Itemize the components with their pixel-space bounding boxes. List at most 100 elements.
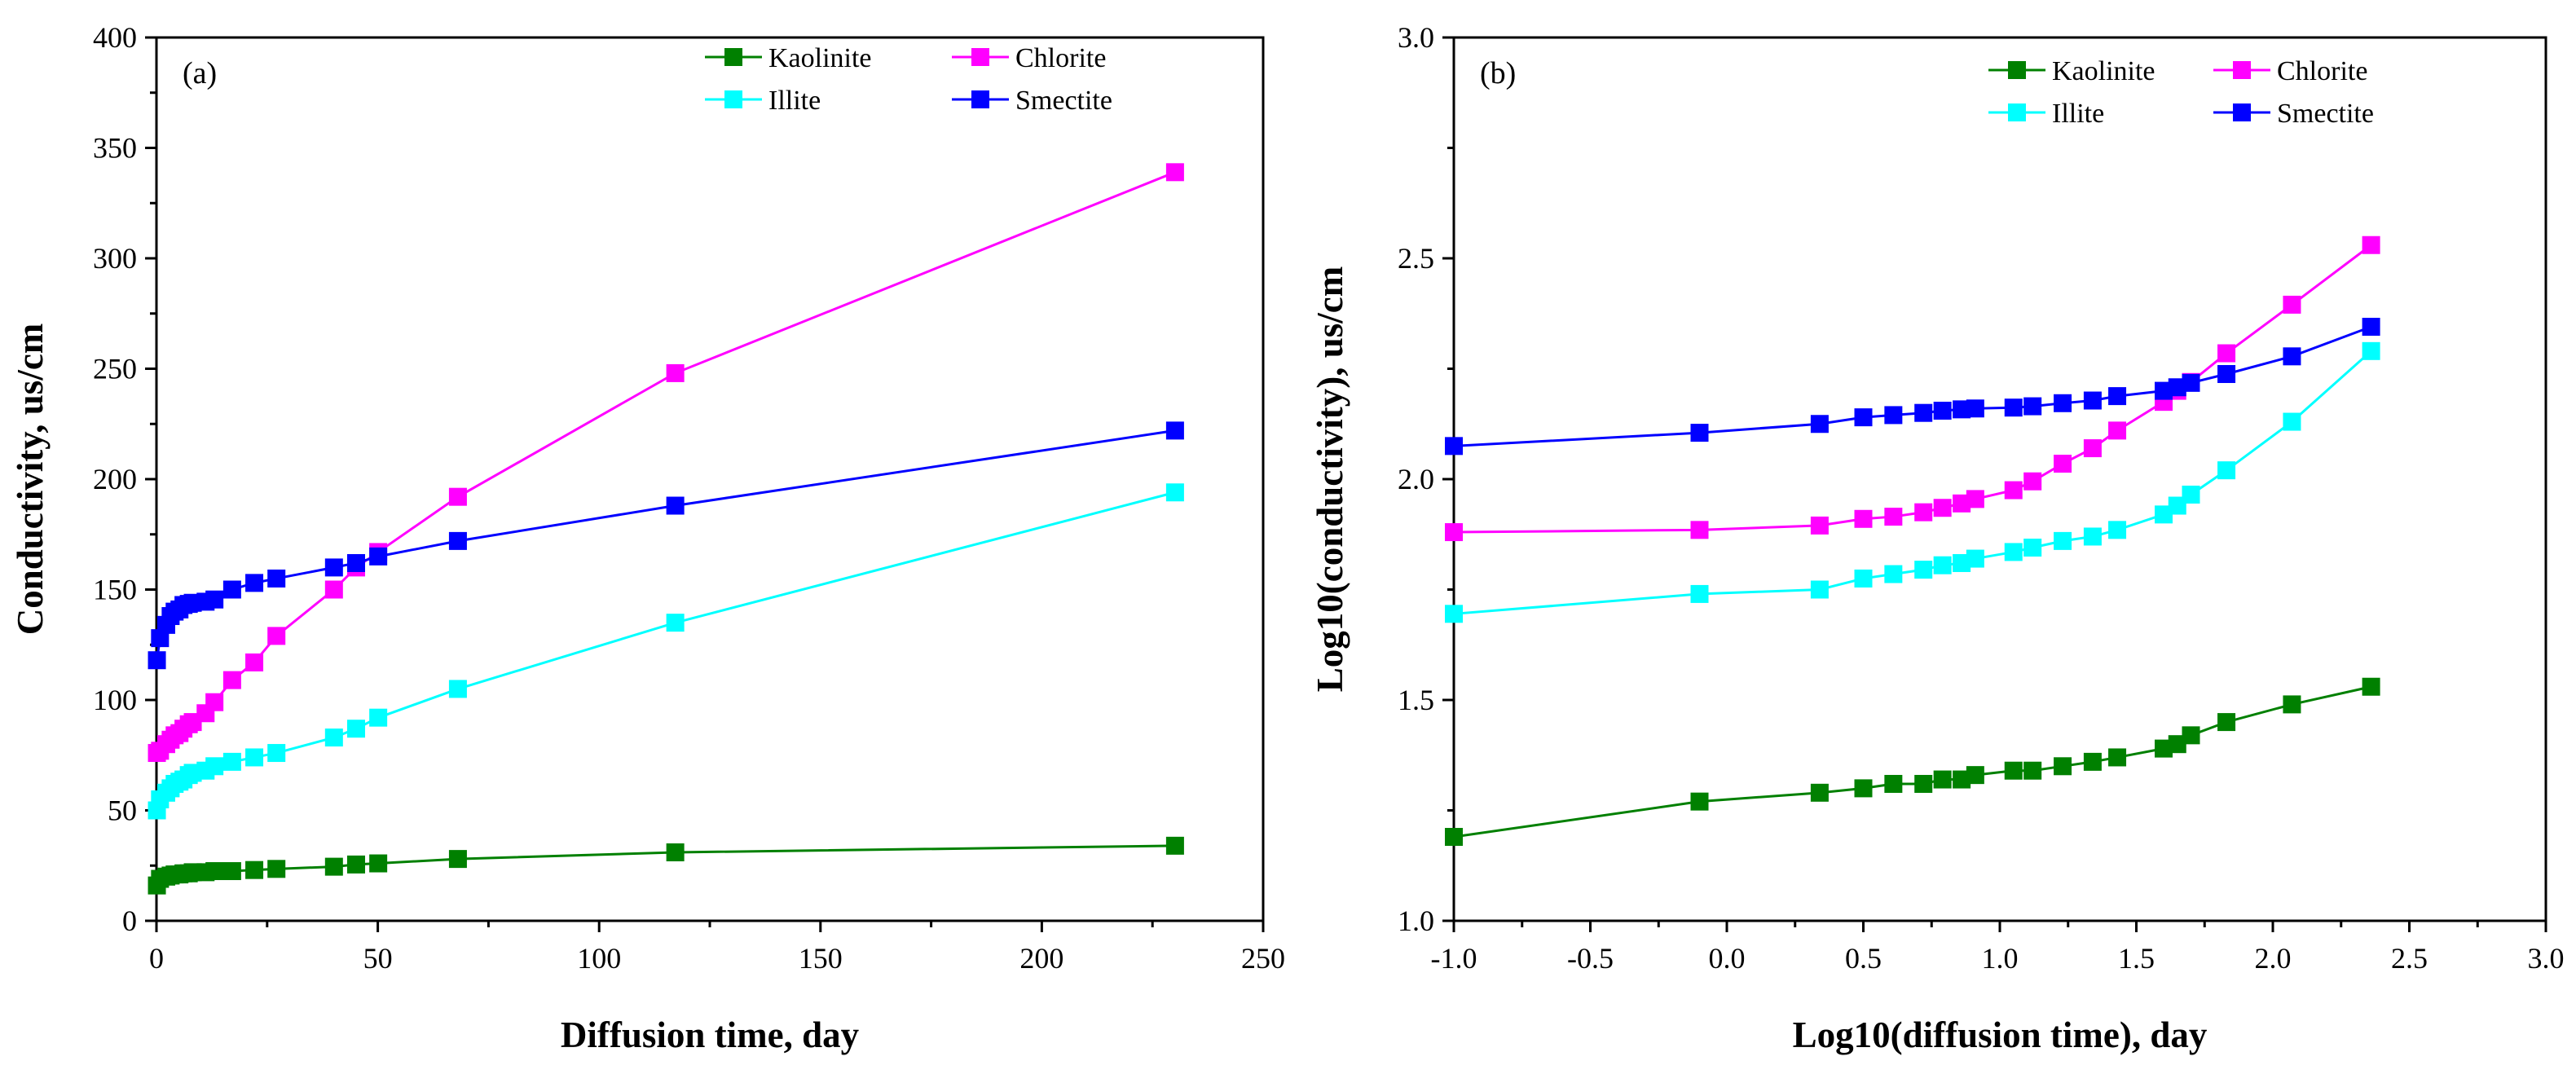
b-x-tick-label: -0.5	[1567, 942, 1614, 975]
panel-b-chart: -1.0 -0.5 0.0 0.5 1.0 1.5 2.0 2.5 3.0 1.0 1.5 2.0 2.…	[1310, 21, 2565, 1055]
b-point-chlorite	[1445, 523, 1463, 542]
a-point-smectite	[1165, 421, 1184, 440]
b-y-tick-label: 2.5	[1398, 242, 1434, 275]
b-point-illite	[2083, 527, 2102, 546]
b-y-axis-title: Log10(conductivity), us/cm	[1310, 266, 1350, 693]
b-point-smectite	[2054, 394, 2072, 412]
a-y-axis-title: Conductivity, us/cm	[10, 324, 51, 636]
a-point-kaolinite	[346, 855, 365, 874]
b-panel-label: (b)	[1480, 56, 1516, 90]
a-point-smectite	[148, 651, 166, 670]
b-point-kaolinite	[1690, 792, 1709, 811]
b-x-tick-label: -1.0	[1431, 942, 1477, 975]
a-series-kaolinite	[148, 836, 1184, 895]
a-x-tick-label: 150	[799, 942, 843, 975]
b-x-tick-label: 3.0	[2528, 942, 2565, 975]
a-point-kaolinite	[666, 843, 685, 861]
a-point-kaolinite	[448, 850, 467, 869]
b-y-tick-label: 1.0	[1398, 905, 1434, 937]
b-x-tick-label: 1.5	[2118, 942, 2155, 975]
a-point-kaolinite	[245, 861, 264, 879]
a-x-tick-label: 200	[1019, 942, 1063, 975]
a-point-chlorite	[245, 653, 264, 671]
a-legend-marker-smectite	[971, 90, 989, 108]
b-point-smectite	[2182, 373, 2200, 392]
b-point-illite	[1854, 569, 1873, 588]
a-point-kaolinite	[369, 854, 388, 873]
a-point-kaolinite	[324, 857, 343, 876]
b-point-illite	[1966, 549, 1984, 568]
a-legend-marker-illite	[724, 90, 742, 108]
a-point-illite	[267, 744, 286, 763]
b-x-tick-label: 2.0	[2255, 942, 2292, 975]
b-point-kaolinite	[2023, 761, 2042, 780]
b-y-tick-label: 3.0	[1398, 21, 1434, 54]
a-point-kaolinite	[267, 860, 286, 878]
a-legend: Kaolinite Chlorite Illite Smectite	[705, 43, 1112, 116]
b-point-illite	[2108, 521, 2127, 539]
a-legend-label-kaolinite: Kaolinite	[768, 43, 872, 73]
a-point-smectite	[205, 590, 224, 609]
a-point-chlorite	[666, 363, 685, 382]
b-point-chlorite	[1933, 499, 1952, 517]
a-point-smectite	[245, 574, 264, 592]
a-legend-marker-chlorite	[971, 48, 989, 66]
b-point-smectite	[1810, 415, 1829, 434]
b-point-illite	[1690, 584, 1709, 603]
b-point-smectite	[2283, 347, 2301, 366]
a-point-smectite	[666, 496, 685, 515]
b-series-illite	[1445, 341, 2380, 623]
a-point-chlorite	[324, 580, 343, 599]
b-x-tick-label: 0.5	[1845, 942, 1882, 975]
b-point-kaolinite	[1953, 770, 1971, 789]
a-y-tick-label: 100	[93, 684, 137, 716]
b-point-illite	[2054, 531, 2072, 550]
b-point-illite	[2283, 412, 2301, 431]
b-point-smectite	[2023, 397, 2042, 416]
b-point-kaolinite	[1884, 774, 1903, 793]
a-y-tick-label: 0	[122, 905, 137, 937]
a-x-tick-label: 100	[577, 942, 621, 975]
a-legend-marker-kaolinite	[724, 48, 742, 66]
b-line-illite	[1453, 350, 2372, 615]
b-line-kaolinite	[1453, 685, 2371, 839]
b-point-smectite	[1445, 437, 1463, 456]
b-series-smectite	[1445, 318, 2380, 456]
b-point-chlorite	[2083, 439, 2102, 458]
b-point-kaolinite	[2217, 713, 2236, 732]
a-legend-label-smectite: Smectite	[1015, 86, 1112, 116]
b-point-chlorite	[1690, 521, 1709, 539]
b-point-kaolinite	[2283, 695, 2301, 714]
b-point-smectite	[2004, 398, 2023, 417]
b-point-illite	[1933, 556, 1952, 574]
b-x-axis-title: Log10(diffusion time), day	[1793, 1015, 2208, 1055]
b-point-illite	[2362, 341, 2380, 360]
a-point-smectite	[222, 580, 241, 599]
a-point-illite	[369, 708, 388, 727]
b-point-smectite	[1914, 403, 1933, 422]
a-point-kaolinite	[222, 862, 241, 881]
a-point-smectite	[324, 558, 343, 577]
a-point-smectite	[369, 547, 388, 566]
b-legend-marker-illite	[2008, 103, 2026, 121]
b-x-tick-label: 2.5	[2391, 942, 2428, 975]
a-x-tick-label: 250	[1241, 942, 1285, 975]
b-point-kaolinite	[1966, 766, 1984, 785]
a-point-illite	[245, 748, 264, 767]
b-line-chlorite	[1453, 244, 2372, 534]
b-point-smectite	[1966, 399, 1984, 418]
b-point-illite	[2004, 543, 2023, 561]
b-point-illite	[1445, 605, 1463, 623]
a-point-illite	[346, 720, 365, 738]
a-legend-label-illite: Illite	[768, 86, 821, 116]
b-point-smectite	[1854, 408, 1873, 427]
b-y-tick-label: 1.5	[1398, 684, 1434, 716]
b-point-chlorite	[1953, 494, 1971, 513]
b-point-illite	[1884, 565, 1903, 583]
a-plot-frame	[155, 36, 1265, 922]
b-point-chlorite	[1914, 503, 1933, 522]
b-legend: Kaolinite Chlorite Illite Smectite	[1988, 56, 2374, 129]
b-point-illite	[1810, 580, 1829, 599]
a-point-illite	[666, 614, 685, 632]
